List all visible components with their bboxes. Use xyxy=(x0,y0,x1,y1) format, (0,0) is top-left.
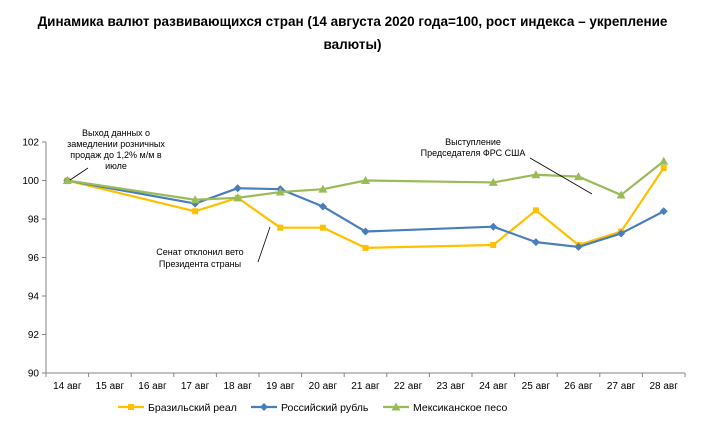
x-tick-label: 22 авг xyxy=(394,381,423,392)
chart-title-line-1: Динамика валют развивающихся стран (14 а… xyxy=(37,14,668,29)
data-point xyxy=(190,195,200,204)
data-point xyxy=(192,208,199,215)
data-point xyxy=(660,164,667,171)
data-point xyxy=(62,176,72,184)
annotation-text-line: Президента страны xyxy=(159,259,241,269)
x-tick-label: 16 авг xyxy=(138,381,167,392)
data-point xyxy=(318,202,327,211)
data-point xyxy=(361,227,370,236)
data-point xyxy=(574,172,583,181)
y-tick-label: 90 xyxy=(28,369,40,380)
chart-title: Динамика валют развивающихся стран (14 а… xyxy=(0,10,705,56)
data-point xyxy=(277,224,284,231)
data-point xyxy=(489,222,498,231)
data-point xyxy=(233,184,242,193)
annotation-leader-line xyxy=(69,167,89,181)
x-tick-label: 27 авг xyxy=(607,381,636,392)
annotation-2: Сенат отклонил вето Президента страны xyxy=(156,226,271,269)
legend-label: Мексиканское песо xyxy=(413,402,507,414)
y-tick-label: 98 xyxy=(28,215,40,226)
annotation-text-line: замедлении розничных xyxy=(67,139,165,149)
axes: 90 92 94 96 98 100 102 14 авг 15 авг 16 авг 17 авг… xyxy=(22,138,686,392)
data-point xyxy=(616,190,626,199)
annotation-text-line: Выступление xyxy=(445,137,501,147)
series-line xyxy=(67,179,665,249)
annotation-text-line: Сенат отклонил вето xyxy=(156,247,243,257)
data-point xyxy=(488,177,498,186)
annotation-text-line: Председателя ФРС США xyxy=(421,148,526,158)
x-tick-label: 25 авг xyxy=(522,381,551,392)
x-tick-label: 26 авг xyxy=(564,381,593,392)
legend-label: Российский рубль xyxy=(281,402,369,414)
data-point xyxy=(362,244,369,251)
x-tick-label: 17 авг xyxy=(181,381,210,392)
annotation-leader-line xyxy=(529,157,593,195)
x-tick-label: 23 авг xyxy=(436,381,465,392)
x-tick-label: 21 авг xyxy=(351,381,380,392)
data-point xyxy=(574,242,583,251)
legend-label: Бразильский реал xyxy=(148,402,237,414)
x-tick-label: 24 авг xyxy=(479,381,508,392)
data-point xyxy=(275,187,285,196)
data-point xyxy=(318,184,328,193)
legend-item-1: Бразильский реал xyxy=(118,402,237,414)
x-tick-label: 28 авг xyxy=(649,381,678,392)
data-point xyxy=(532,207,539,214)
x-tick-label: 15 авг xyxy=(96,381,125,392)
y-tick-label: 100 xyxy=(22,176,39,187)
y-tick-label: 96 xyxy=(28,253,40,264)
legend-swatch-marker xyxy=(260,403,268,411)
annotation-leader-line xyxy=(257,226,271,263)
y-tick-label: 92 xyxy=(28,330,40,341)
chart-title-line-2: валюты) xyxy=(323,37,382,52)
x-tick-label: 18 авг xyxy=(223,381,252,392)
annotation-text-line: июле xyxy=(105,161,127,171)
legend-swatch-marker xyxy=(391,402,401,411)
series-layer xyxy=(62,156,669,251)
legend-item-2: Российский рубль xyxy=(251,402,369,414)
data-point xyxy=(659,207,668,216)
data-point xyxy=(659,156,669,165)
legend: Бразильский реал Российский рубль Мексикан… xyxy=(118,402,507,414)
y-tick-label: 94 xyxy=(28,292,40,303)
data-point xyxy=(531,170,541,179)
data-point xyxy=(490,241,497,248)
legend-item-3: Мексиканское песо xyxy=(383,402,507,414)
x-tick-label: 14 авг xyxy=(53,381,82,392)
data-point xyxy=(361,176,370,184)
legend-swatch-marker xyxy=(128,404,134,410)
data-point xyxy=(319,224,326,231)
annotation-text-line: продаж до 1,2% м/м в xyxy=(70,150,162,160)
data-point xyxy=(233,193,243,202)
data-point xyxy=(617,229,626,238)
y-tick-label: 102 xyxy=(22,138,39,149)
x-tick-label: 20 авг xyxy=(309,381,338,392)
series-2 xyxy=(63,176,668,251)
data-point xyxy=(531,238,540,247)
annotation-text-line: Выход данных о xyxy=(82,128,150,138)
series-3 xyxy=(62,156,669,204)
x-tick-label: 19 авг xyxy=(266,381,295,392)
